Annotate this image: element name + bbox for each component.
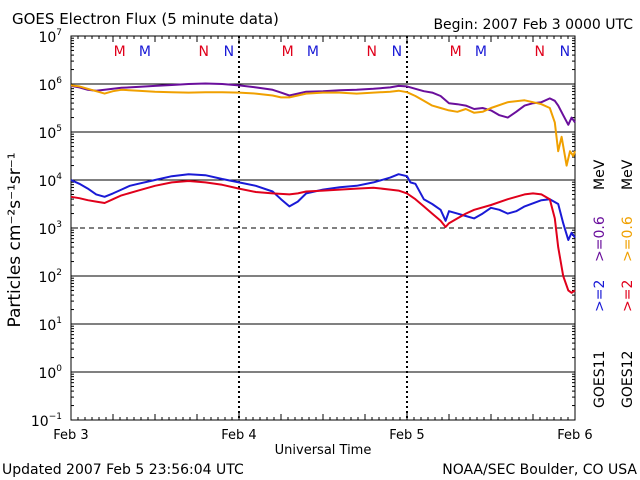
legend-col1-1: >=0.6 (592, 216, 608, 262)
y-tick-label: 103 (38, 220, 62, 238)
y-tick-label: 100 (38, 364, 62, 382)
begin-label: Begin: 2007 Feb 3 0000 UTC (433, 17, 633, 33)
gridlines (71, 83, 575, 373)
legend-col2-1: >=0.6 (620, 216, 636, 262)
legend-col1-0: >=2 (592, 280, 608, 312)
mn-marker: N (224, 44, 234, 60)
y-tick-label: 106 (38, 76, 62, 94)
legend-col2-2: MeV (620, 159, 636, 190)
legend-col2-0-group: >=2 (620, 280, 636, 312)
footer-updated: Updated 2007 Feb 5 23:56:04 UTC (2, 462, 244, 478)
y-tick-label: 104 (38, 172, 62, 190)
y-tick-label: 102 (38, 268, 62, 286)
y-tick-exponent: 3 (56, 220, 62, 230)
goes11-label: GOES11 (592, 351, 608, 408)
goes12-label: GOES12 (620, 351, 636, 408)
legend-col2-2-group: MeV (620, 159, 636, 190)
chart-title: GOES Electron Flux (5 minute data) (12, 10, 279, 28)
mn-marker: N (392, 44, 402, 60)
mn-marker: N (534, 44, 544, 60)
y-tick-label: 105 (38, 124, 62, 142)
x-tick-label: Feb 6 (557, 428, 592, 443)
mn-marker: M (114, 44, 126, 60)
y-tick-exponent: 2 (56, 268, 62, 278)
series-lines (70, 82, 576, 294)
footer-credit: NOAA/SEC Boulder, CO USA (442, 462, 637, 478)
mn-marker: M (139, 44, 151, 60)
legend-col2-0: >=2 (620, 280, 636, 312)
y-tick-exponent: 4 (56, 172, 62, 182)
y-tick-exponent: 1 (56, 316, 62, 326)
x-axis: Feb 3 Feb 4 Feb 5 Feb 6 (53, 36, 593, 443)
y-tick-exponent: 7 (56, 28, 62, 38)
day-dividers (238, 36, 408, 420)
goes11-label-group: GOES11 (592, 351, 608, 408)
y-axis: 107 106 105 104 103 102 101 100 1 0 −1 (31, 28, 575, 430)
goes12-label-group: GOES12 (620, 351, 636, 408)
right-labels: GOES11 GOES12 >=2 >=0.6 MeV >=2 >=0.6 MeV (592, 159, 636, 408)
y-tick-label: 101 (38, 316, 62, 334)
x-tick-label: Feb 4 (221, 428, 256, 443)
y-tick-exponent: −1 (49, 412, 62, 422)
legend-col1-2-group: MeV (592, 159, 608, 190)
y-tick-exponent: 6 (56, 76, 62, 86)
x-tick-label: Feb 5 (389, 428, 424, 443)
y-axis-label: Particles cm⁻²s⁻¹sr⁻¹ (5, 152, 25, 327)
y-tick-exponent: 5 (56, 124, 62, 134)
mn-marker: N (560, 44, 570, 60)
legend-col1-1-group: >=0.6 (592, 216, 608, 262)
y-tick-label: 107 (38, 28, 62, 46)
legend-col1-0-group: >=2 (592, 280, 608, 312)
series-line-1 (70, 84, 576, 167)
mn-marker: N (198, 44, 208, 60)
series-line-3 (70, 180, 576, 294)
x-axis-label: Universal Time (275, 443, 372, 458)
mn-marker: M (450, 44, 462, 60)
y-tick-exponent: 0 (56, 364, 62, 374)
mn-marker: M (282, 44, 294, 60)
x-tick-label: Feb 3 (53, 428, 88, 443)
mn-marker: M (307, 44, 319, 60)
legend-col2-1-group: >=0.6 (620, 216, 636, 262)
legend-col1-2: MeV (592, 159, 608, 190)
mn-marker: N (366, 44, 376, 60)
series-line-2 (70, 173, 576, 241)
mn-marker: M (475, 44, 487, 60)
